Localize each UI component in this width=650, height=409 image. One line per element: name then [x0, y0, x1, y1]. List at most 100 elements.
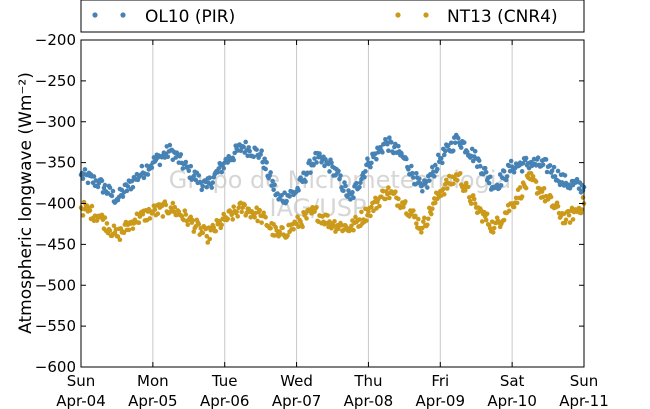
data-point	[401, 204, 406, 210]
data-point	[311, 162, 316, 168]
data-point	[107, 185, 113, 190]
data-point	[144, 163, 150, 168]
data-point	[337, 176, 342, 182]
y-tick-label: −300	[35, 113, 76, 131]
data-point	[205, 240, 211, 245]
data-point	[487, 174, 493, 180]
data-point	[130, 184, 136, 190]
data-point	[454, 177, 460, 183]
data-point	[427, 178, 432, 183]
data-point	[362, 174, 367, 180]
data-point	[291, 226, 296, 232]
data-point	[420, 188, 425, 194]
data-point	[472, 201, 478, 206]
x-tick-label-day: Thu	[353, 372, 382, 390]
data-point	[170, 200, 176, 206]
data-point	[341, 188, 346, 194]
data-point	[204, 184, 210, 190]
data-point	[296, 188, 301, 193]
data-point	[314, 160, 319, 165]
data-point	[254, 147, 259, 152]
data-point	[271, 187, 276, 193]
data-point	[178, 152, 184, 157]
data-point	[409, 163, 414, 169]
data-point	[383, 196, 388, 202]
data-point	[441, 191, 447, 197]
data-point	[357, 184, 362, 190]
data-point	[157, 162, 163, 168]
data-point	[523, 155, 529, 161]
data-point	[260, 159, 265, 165]
data-point	[421, 219, 426, 224]
data-point	[285, 233, 290, 238]
x-tick-label-date: Apr-05	[128, 392, 178, 409]
data-point	[247, 148, 252, 154]
data-point	[364, 218, 369, 223]
data-point	[225, 216, 231, 222]
data-point	[508, 158, 514, 164]
x-tick-label-day: Tue	[211, 372, 238, 390]
data-point	[432, 200, 438, 206]
x-tick-label-date: Apr-04	[56, 392, 106, 409]
legend-frame	[80, 0, 585, 33]
x-tick-label-day: Sat	[500, 372, 525, 390]
data-point	[231, 157, 236, 163]
data-point	[312, 156, 317, 161]
data-point	[280, 225, 285, 231]
data-point	[504, 174, 510, 179]
data-point	[548, 194, 554, 200]
data-point	[183, 212, 189, 217]
data-point	[219, 222, 225, 228]
data-point	[404, 156, 409, 162]
data-point	[552, 174, 558, 179]
data-point	[349, 223, 354, 229]
data-point	[270, 178, 275, 184]
data-point	[341, 227, 346, 233]
data-point	[229, 212, 235, 218]
data-point	[89, 203, 95, 209]
data-point	[520, 160, 526, 166]
x-tick-label-date: Apr-08	[344, 392, 394, 409]
data-point	[236, 205, 241, 211]
data-point	[425, 222, 430, 228]
data-point	[543, 157, 549, 162]
data-point	[386, 148, 391, 154]
data-point	[268, 170, 273, 175]
data-point	[426, 216, 431, 222]
legend: OL10 (PIR) NT13 (CNR4)	[80, 0, 585, 33]
data-point	[363, 169, 368, 174]
data-point	[263, 166, 268, 172]
data-point	[343, 183, 348, 189]
data-point	[210, 180, 216, 185]
data-point	[387, 195, 392, 201]
x-tick-label-day: Mon	[137, 372, 169, 390]
data-point	[387, 135, 392, 140]
data-point	[470, 193, 476, 198]
data-point	[541, 186, 547, 191]
y-tick-label: −500	[35, 276, 76, 294]
data-point	[308, 170, 313, 175]
data-point	[147, 216, 153, 221]
data-point	[414, 221, 419, 226]
data-point	[540, 162, 546, 168]
data-point	[483, 217, 489, 223]
data-point	[511, 204, 517, 210]
data-point	[82, 167, 88, 172]
data-point	[91, 174, 97, 179]
data-point	[547, 163, 553, 168]
x-tick-label-day: Wed	[280, 372, 313, 390]
data-point	[549, 168, 555, 174]
data-point	[126, 227, 132, 233]
data-point	[386, 185, 391, 190]
data-point	[242, 202, 247, 208]
data-point	[234, 209, 239, 215]
data-point	[517, 185, 523, 190]
data-point	[196, 173, 202, 178]
data-point	[80, 176, 86, 181]
data-point	[406, 167, 411, 172]
data-point	[252, 215, 257, 220]
data-point	[498, 183, 504, 188]
data-point	[501, 217, 507, 223]
data-point	[120, 194, 126, 199]
data-point	[188, 163, 194, 169]
